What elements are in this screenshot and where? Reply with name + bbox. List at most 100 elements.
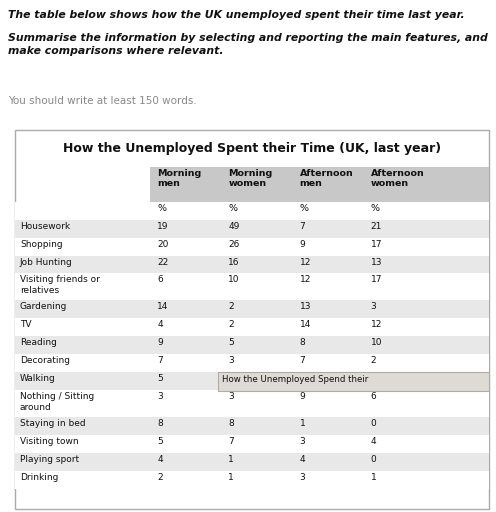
Text: 6: 6 bbox=[371, 393, 376, 401]
Text: 3: 3 bbox=[157, 393, 163, 401]
Text: 1: 1 bbox=[228, 474, 234, 482]
Text: 12: 12 bbox=[300, 258, 311, 267]
Text: 8: 8 bbox=[300, 338, 305, 348]
Text: 13: 13 bbox=[371, 258, 382, 267]
Text: 21: 21 bbox=[371, 222, 382, 230]
FancyBboxPatch shape bbox=[15, 255, 489, 273]
FancyBboxPatch shape bbox=[15, 372, 489, 391]
Text: 22: 22 bbox=[157, 258, 169, 267]
Text: 5: 5 bbox=[228, 338, 234, 348]
Text: Reading: Reading bbox=[20, 338, 57, 348]
Text: 17: 17 bbox=[371, 275, 382, 285]
Text: Afternoon
men: Afternoon men bbox=[300, 168, 353, 188]
Text: 14: 14 bbox=[157, 303, 169, 311]
FancyBboxPatch shape bbox=[15, 273, 489, 301]
FancyBboxPatch shape bbox=[15, 391, 489, 417]
Text: 8: 8 bbox=[157, 419, 163, 429]
Text: 3: 3 bbox=[228, 393, 234, 401]
Text: Walking: Walking bbox=[20, 374, 56, 383]
Text: Playing sport: Playing sport bbox=[20, 456, 79, 464]
Text: 2: 2 bbox=[157, 474, 163, 482]
FancyBboxPatch shape bbox=[218, 372, 489, 392]
Text: 7: 7 bbox=[228, 437, 234, 446]
Text: 12: 12 bbox=[300, 275, 311, 285]
Text: 1: 1 bbox=[228, 456, 234, 464]
Text: Visiting friends or
relatives: Visiting friends or relatives bbox=[20, 275, 100, 295]
Text: 4: 4 bbox=[157, 456, 163, 464]
Text: 2: 2 bbox=[228, 303, 234, 311]
Text: 16: 16 bbox=[228, 258, 240, 267]
Text: 5: 5 bbox=[157, 437, 163, 446]
Text: 4: 4 bbox=[371, 437, 376, 446]
Text: 0: 0 bbox=[371, 456, 376, 464]
FancyBboxPatch shape bbox=[15, 336, 489, 354]
FancyBboxPatch shape bbox=[15, 220, 489, 238]
Text: Afternoon
women: Afternoon women bbox=[371, 168, 425, 188]
Text: How the Unemployed Spent their Time (UK, last year): How the Unemployed Spent their Time (UK,… bbox=[62, 141, 441, 155]
FancyBboxPatch shape bbox=[150, 166, 489, 202]
Text: 8: 8 bbox=[300, 374, 305, 383]
FancyBboxPatch shape bbox=[15, 436, 489, 454]
Text: %: % bbox=[300, 203, 309, 212]
Text: 19: 19 bbox=[157, 222, 169, 230]
Text: Job Hunting: Job Hunting bbox=[20, 258, 73, 267]
Text: TV: TV bbox=[20, 321, 31, 330]
Text: 2: 2 bbox=[371, 356, 376, 366]
Text: 20: 20 bbox=[157, 240, 169, 248]
Text: 17: 17 bbox=[371, 240, 382, 248]
Text: Nothing / Sitting
around: Nothing / Sitting around bbox=[20, 393, 94, 412]
Text: 26: 26 bbox=[228, 240, 240, 248]
Text: 13: 13 bbox=[300, 303, 311, 311]
Text: 12: 12 bbox=[371, 321, 382, 330]
FancyBboxPatch shape bbox=[15, 454, 489, 472]
Text: Morning
men: Morning men bbox=[157, 168, 201, 188]
Text: 3: 3 bbox=[228, 374, 234, 383]
Text: How the Unemployed Spend their: How the Unemployed Spend their bbox=[222, 375, 369, 385]
Text: 3: 3 bbox=[300, 474, 305, 482]
FancyBboxPatch shape bbox=[15, 130, 489, 509]
Text: 0: 0 bbox=[371, 419, 376, 429]
FancyBboxPatch shape bbox=[15, 238, 489, 255]
Text: 4: 4 bbox=[157, 321, 163, 330]
Text: You should write at least 150 words.: You should write at least 150 words. bbox=[8, 96, 197, 106]
Text: 49: 49 bbox=[228, 222, 240, 230]
Text: Morning
women: Morning women bbox=[228, 168, 273, 188]
Text: Decorating: Decorating bbox=[20, 356, 70, 366]
Text: 3: 3 bbox=[371, 303, 376, 311]
FancyBboxPatch shape bbox=[15, 318, 489, 336]
FancyBboxPatch shape bbox=[15, 202, 489, 220]
Text: 7: 7 bbox=[300, 356, 305, 366]
Text: Summarise the information by selecting and reporting the main features, and
make: Summarise the information by selecting a… bbox=[8, 33, 488, 56]
Text: 6: 6 bbox=[157, 275, 163, 285]
FancyBboxPatch shape bbox=[15, 417, 489, 436]
Text: Housework: Housework bbox=[20, 222, 70, 230]
Text: 10: 10 bbox=[371, 338, 382, 348]
Text: Staying in bed: Staying in bed bbox=[20, 419, 86, 429]
Text: 14: 14 bbox=[300, 321, 311, 330]
Text: 1: 1 bbox=[300, 419, 305, 429]
Text: 4: 4 bbox=[300, 456, 305, 464]
Text: 7: 7 bbox=[157, 356, 163, 366]
Text: Gardening: Gardening bbox=[20, 303, 67, 311]
Text: 3: 3 bbox=[228, 356, 234, 366]
Text: 9: 9 bbox=[300, 240, 305, 248]
FancyBboxPatch shape bbox=[15, 301, 489, 318]
Text: The table below shows how the UK unemployed spent their time last year.: The table below shows how the UK unemplo… bbox=[8, 10, 465, 20]
FancyBboxPatch shape bbox=[15, 472, 489, 489]
Text: 10: 10 bbox=[228, 275, 240, 285]
Text: 3: 3 bbox=[300, 437, 305, 446]
FancyBboxPatch shape bbox=[15, 354, 489, 372]
Text: 2: 2 bbox=[228, 321, 234, 330]
Text: 5: 5 bbox=[157, 374, 163, 383]
Text: Drinking: Drinking bbox=[20, 474, 59, 482]
Text: %: % bbox=[371, 203, 379, 212]
Text: %: % bbox=[157, 203, 166, 212]
Text: 1: 1 bbox=[371, 474, 376, 482]
Text: %: % bbox=[228, 203, 238, 212]
Text: Visiting town: Visiting town bbox=[20, 437, 78, 446]
Text: Shopping: Shopping bbox=[20, 240, 62, 248]
Text: 8: 8 bbox=[228, 419, 234, 429]
Text: 9: 9 bbox=[157, 338, 163, 348]
Text: 7: 7 bbox=[300, 222, 305, 230]
Text: 9: 9 bbox=[300, 393, 305, 401]
